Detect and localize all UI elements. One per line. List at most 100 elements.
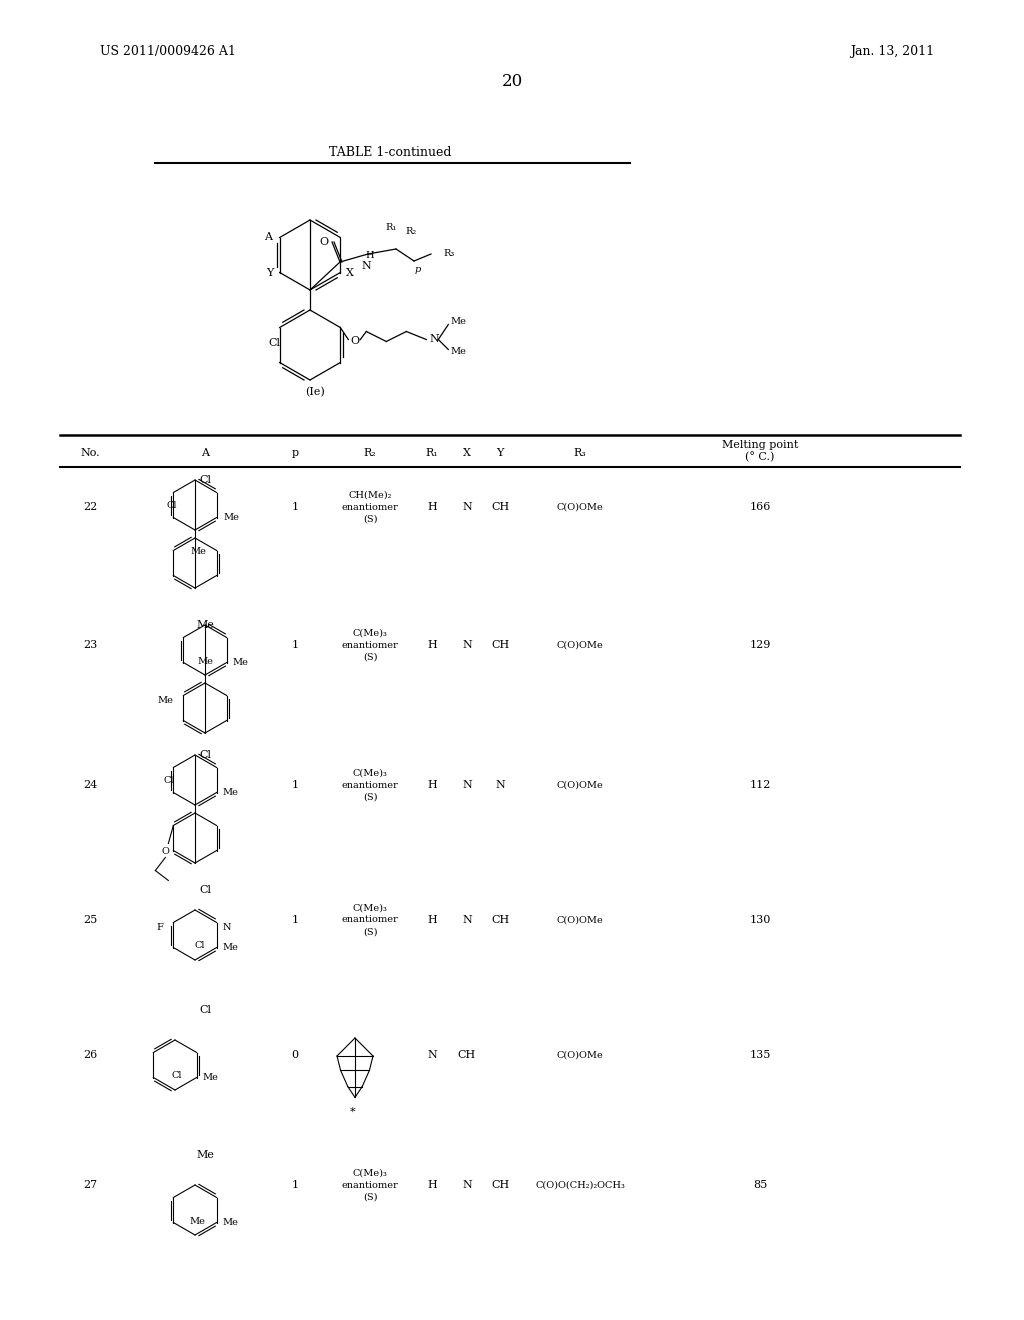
Text: F: F [156,923,163,932]
Text: H: H [427,1180,437,1191]
Text: 23: 23 [83,640,97,649]
Text: 1: 1 [292,915,299,925]
Text: H: H [427,915,437,925]
Text: O: O [162,847,169,855]
Text: N: N [462,780,472,789]
Text: 166: 166 [750,502,771,512]
Text: Cl: Cl [172,1072,182,1081]
Text: Me: Me [158,696,173,705]
Text: Cl: Cl [163,776,174,785]
Text: enantiomer: enantiomer [342,503,398,511]
Text: C(O)OMe: C(O)OMe [557,780,603,789]
Text: N: N [222,923,230,932]
Text: C(O)OMe: C(O)OMe [557,916,603,924]
Text: O: O [351,337,359,346]
Text: Cl: Cl [199,1005,211,1015]
Text: enantiomer: enantiomer [342,640,398,649]
Text: Me: Me [222,788,239,797]
Text: N: N [361,261,371,271]
Text: 85: 85 [753,1180,767,1191]
Text: CH: CH [458,1049,476,1060]
Text: Jan. 13, 2011: Jan. 13, 2011 [850,45,934,58]
Text: R₂: R₂ [364,447,376,458]
Text: 1: 1 [292,640,299,649]
Text: H: H [427,780,437,789]
Text: Me: Me [196,1150,214,1160]
Text: (° C.): (° C.) [745,451,775,462]
Text: X: X [346,268,354,277]
Text: Me: Me [222,1218,239,1228]
Text: N: N [496,780,505,789]
Text: 27: 27 [83,1180,97,1191]
Text: US 2011/0009426 A1: US 2011/0009426 A1 [100,45,236,58]
Text: Cl: Cl [199,750,211,760]
Text: 22: 22 [83,502,97,512]
Text: N: N [429,334,439,345]
Text: Y: Y [266,268,273,277]
Text: A: A [201,447,209,458]
Text: O: O [319,238,329,247]
Text: Cl: Cl [268,338,281,347]
Text: 1: 1 [292,502,299,512]
Text: N: N [462,502,472,512]
Text: Me: Me [197,656,213,665]
Text: Cl: Cl [199,884,211,895]
Text: Me: Me [189,1217,205,1225]
Text: C(O)OMe: C(O)OMe [557,503,603,511]
Text: C(O)OMe: C(O)OMe [557,640,603,649]
Text: TABLE 1-continued: TABLE 1-continued [329,145,452,158]
Text: N: N [462,915,472,925]
Text: C(O)OMe: C(O)OMe [557,1051,603,1060]
Text: Cl: Cl [166,502,176,510]
Text: N: N [462,640,472,649]
Text: Y: Y [497,447,504,458]
Text: C(Me)₃: C(Me)₃ [352,768,387,777]
Text: No.: No. [80,447,99,458]
Text: 1: 1 [292,1180,299,1191]
Text: enantiomer: enantiomer [342,1180,398,1189]
Text: C(Me)₃: C(Me)₃ [352,1168,387,1177]
Text: CH: CH [490,1180,509,1191]
Text: Cl: Cl [199,475,211,484]
Text: Me: Me [203,1073,218,1082]
Text: CH(Me)₂: CH(Me)₂ [348,491,392,499]
Text: (S): (S) [362,652,377,661]
Text: Me: Me [451,317,466,326]
Text: p: p [415,264,421,273]
Text: N: N [462,1180,472,1191]
Text: Melting point: Melting point [722,440,798,450]
Text: (S): (S) [362,1192,377,1201]
Text: 25: 25 [83,915,97,925]
Text: 135: 135 [750,1049,771,1060]
Text: C(Me)₃: C(Me)₃ [352,903,387,912]
Text: H: H [366,252,375,260]
Text: p: p [292,447,299,458]
Text: (Ie): (Ie) [305,387,325,397]
Text: Me: Me [232,657,249,667]
Text: enantiomer: enantiomer [342,916,398,924]
Text: 20: 20 [502,74,522,91]
Text: 0: 0 [292,1049,299,1060]
Text: Me: Me [196,620,214,630]
Text: Cl: Cl [195,941,205,950]
Text: R₂: R₂ [406,227,417,235]
Text: (S): (S) [362,515,377,524]
Text: 1: 1 [292,780,299,789]
Text: C(Me)₃: C(Me)₃ [352,628,387,638]
Text: 24: 24 [83,780,97,789]
Text: C(O)O(CH₂)₂OCH₃: C(O)O(CH₂)₂OCH₃ [536,1180,625,1189]
Text: 130: 130 [750,915,771,925]
Text: (S): (S) [362,792,377,801]
Text: CH: CH [490,915,509,925]
Text: H: H [427,502,437,512]
Text: 26: 26 [83,1049,97,1060]
Text: R₁: R₁ [426,447,438,458]
Text: Me: Me [223,513,240,521]
Text: N: N [427,1049,437,1060]
Text: CH: CH [490,640,509,649]
Text: enantiomer: enantiomer [342,780,398,789]
Text: *: * [350,1106,355,1117]
Text: 129: 129 [750,640,771,649]
Text: 112: 112 [750,780,771,789]
Text: R₃: R₃ [443,249,455,259]
